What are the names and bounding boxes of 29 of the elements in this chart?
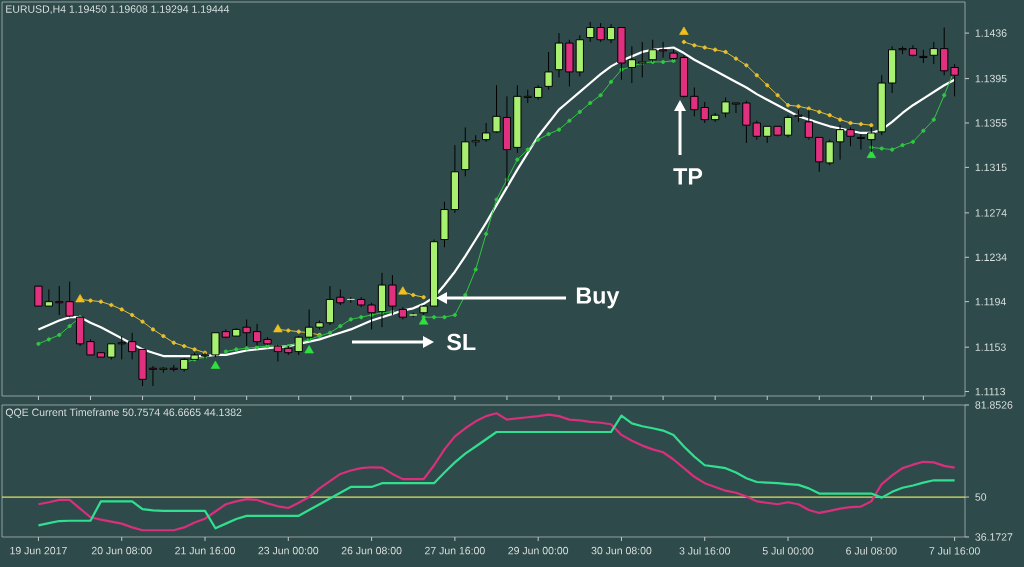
x-tick-label: 20 Jun 08:00 <box>91 546 152 555</box>
y-tick-label: 1.1395 <box>975 74 1007 83</box>
annotation: SL <box>447 333 476 351</box>
x-tick-label: 29 Jun 00:00 <box>508 546 569 555</box>
chart-title: QQE Current Timeframe 50.7574 46.6665 44.1382 <box>5 408 242 418</box>
x-tick-label: 19 Jun 2017 <box>10 546 67 555</box>
x-tick-label: 3 Jul 16:00 <box>679 546 731 555</box>
chart-title: EURUSD,H4 1.19450 1.19608 1.19294 1.19444 <box>6 5 230 14</box>
y-tick-label: 1.1194 <box>975 297 1006 306</box>
y-tick-label: 1.1234 <box>975 253 1007 261</box>
y-tick-label: 1.1113 <box>975 387 1005 396</box>
y-tick-label: 81.8526 <box>975 401 1013 409</box>
y-tick-label: 1.1315 <box>975 163 1007 172</box>
x-tick-label: 27 Jun 16:00 <box>425 546 485 555</box>
annotation: TP <box>673 168 703 185</box>
y-tick-label: 36.1727 <box>975 533 1013 541</box>
annotation: Buy <box>576 287 620 309</box>
x-tick-label: 5 Jul 00:00 <box>762 546 814 555</box>
x-tick-label: 23 Jun 00:00 <box>258 546 319 555</box>
y-tick-label: 1.1274 <box>975 209 1007 217</box>
x-tick-label: 7 Jul 16:00 <box>929 546 980 555</box>
y-tick-label: 1.1436 <box>975 29 1007 37</box>
x-tick-label: 21 Jun 16:00 <box>175 546 235 555</box>
y-tick-label: 50 <box>975 493 987 501</box>
x-tick-label: 30 Jun 08:00 <box>591 546 652 555</box>
x-tick-label: 6 Jul 08:00 <box>846 546 897 555</box>
y-tick-label: 1.1153 <box>975 343 1006 351</box>
y-tick-label: 1.1355 <box>975 119 1007 127</box>
x-tick-label: 26 Jun 08:00 <box>341 546 402 555</box>
